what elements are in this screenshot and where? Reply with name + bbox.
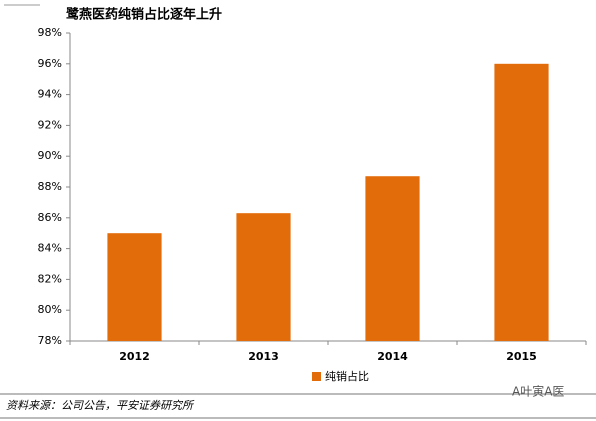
- y-tick-label: 88%: [38, 180, 62, 193]
- y-tick-label: 98%: [38, 26, 62, 39]
- x-tick-label: 2014: [377, 350, 408, 363]
- y-tick-label: 90%: [38, 149, 62, 162]
- y-tick-label: 92%: [38, 118, 62, 131]
- y-tick-label: 84%: [38, 242, 62, 255]
- y-tick-label: 94%: [38, 88, 62, 101]
- bar: [365, 176, 420, 341]
- x-tick-label: 2015: [506, 350, 537, 363]
- bar: [107, 233, 162, 341]
- y-tick-label: 82%: [38, 272, 62, 285]
- legend-swatch: [312, 372, 321, 381]
- chart-title: 鹭燕医药纯销占比逐年上升: [66, 7, 222, 23]
- bar: [494, 63, 549, 342]
- x-tick-label: 2012: [119, 350, 150, 363]
- watermark: A叶寅A医: [512, 384, 564, 399]
- x-tick-label: 2013: [248, 350, 279, 363]
- y-tick-label: 96%: [38, 57, 62, 70]
- y-tick-label: 86%: [38, 211, 62, 224]
- legend-label: 纯销占比: [325, 369, 369, 383]
- source-note: 资料来源：公司公告，平安证券研究所: [6, 399, 195, 412]
- bar: [236, 213, 291, 341]
- y-tick-label: 80%: [38, 303, 62, 316]
- y-tick-label: 78%: [38, 334, 62, 347]
